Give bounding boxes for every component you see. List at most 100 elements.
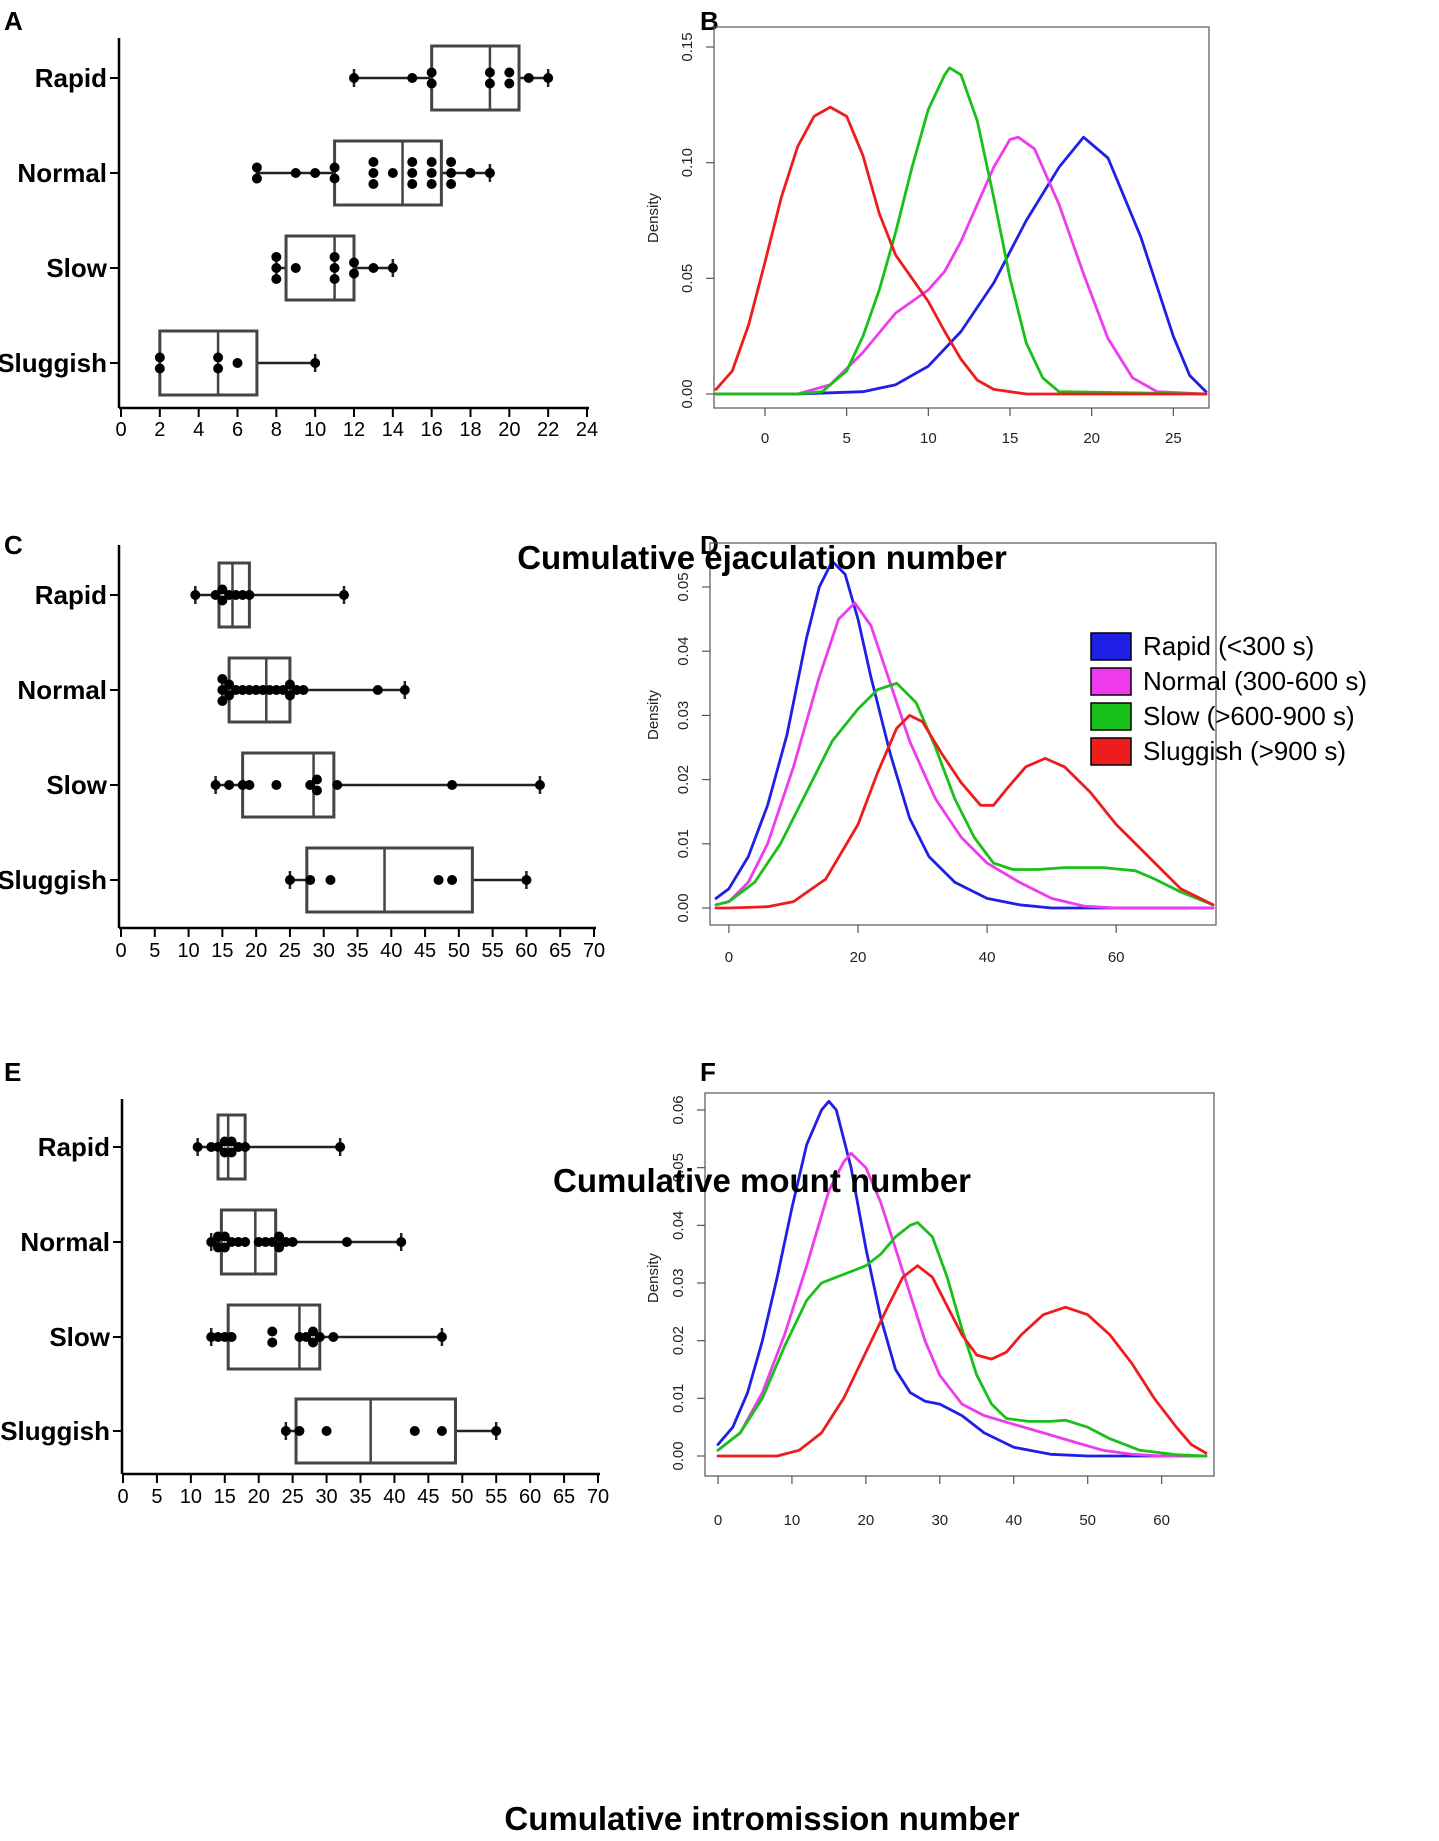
data-point [484,168,495,178]
y-axis-label: Density [645,192,662,243]
legend-swatch-normal [1090,667,1132,696]
box-sluggish [158,329,259,397]
x-tick-label: 5 [842,430,850,447]
data-point [224,780,235,790]
panel-a-box-plot: A0 2 4 6 8 10 12 14 16 18 20 22 24RapidNormalSlowSlu… [0,6,598,441]
category-label-rapid: Rapid [35,580,107,610]
data-point [349,73,359,83]
x-tick-label: 50 [1079,1512,1096,1529]
panel-letter: E [4,1057,21,1087]
data-point [426,78,437,89]
data-point [290,168,301,178]
x-tick-label: 50 [451,1486,473,1508]
data-point [308,1326,318,1337]
legend-label-rapid: Rapid (<300 s) [1143,631,1314,661]
legend-swatch-rapid [1090,632,1132,661]
x-tick-label: 10 [920,430,937,447]
panel-e-box-plot: E 0 5 10 15 20 25 30 35 40 45 50 55 60 65 70 Rapid Normal… [0,1057,609,1508]
data-point [287,1237,298,1247]
y-tick-label: 0.03 [675,701,692,730]
y-tick-label: 0.00 [679,379,696,408]
data-point [446,168,457,178]
panel-b-density-plot: B 0 5 10 15 20 25 0.00 0.05 0.10 0.15 Density [645,6,1210,447]
data-point [213,363,224,374]
data-point [534,780,545,790]
data-point [321,1426,332,1436]
data-point [310,168,321,178]
data-point [387,263,398,273]
data-point [267,1326,278,1337]
y-axis-label: Density [645,1252,662,1303]
density-line-slow [714,681,1215,907]
category-label-normal: Normal [17,675,107,705]
y-tick-label: 0.00 [670,1441,687,1470]
box-normal [333,139,443,207]
data-point [217,696,228,706]
data-point [426,168,437,178]
data-point [465,168,476,178]
panel-d-density-plot: D 0 20 40 60 0.00 0.01 0.02 0.03 0.04 0.05 Density [645,530,1217,966]
data-point [426,67,437,78]
x-tick-label: 55 [485,1486,507,1508]
x-tick-label: 6 [232,419,243,441]
x-tick-label: 65 [549,940,571,962]
data-point [217,685,228,695]
x-tick-label: 35 [346,940,368,962]
data-point [368,157,379,167]
legend: Rapid (<300 s) Normal (300-600 s) Slow (… [1090,631,1367,766]
y-tick-label: 0.06 [670,1095,687,1124]
data-point [213,352,224,363]
data-point [310,358,321,368]
data-point [271,780,282,790]
data-point [305,875,316,885]
x-tick-label: 16 [421,419,443,441]
category-label-sluggish: Sluggish [0,348,107,378]
data-point [328,1332,339,1342]
data-point [433,875,444,885]
data-point [244,780,255,790]
x-tick-label: 55 [482,940,504,962]
data-point [523,73,534,83]
x-tick-label: 45 [414,940,436,962]
x-tick-label: 0 [761,430,769,447]
category-label-sluggish: Sluggish [0,1416,110,1446]
legend-swatch-sluggish [1090,737,1132,766]
data-point [244,590,255,600]
x-tick-label: 60 [519,1486,541,1508]
data-point [280,1426,291,1436]
plot-frame [713,26,1210,409]
data-point [335,1142,346,1152]
data-point [213,1142,223,1152]
panel-letter: B [700,6,719,36]
y-tick-label: 0.01 [670,1384,687,1413]
x-tick-label: 15 [1002,430,1019,447]
data-point [387,168,398,178]
y-tick-label: 0.01 [675,829,692,858]
data-point [294,1426,305,1436]
panel-letter: A [4,6,23,36]
data-point [226,1332,237,1342]
data-point [329,173,340,184]
data-point [305,780,316,790]
panel-c-box-plot: C 0 5 10 15 20 25 30 35 40 45 50 55 60 65 70 Rapid Normal… [0,530,605,962]
y-tick-label: 0.04 [670,1211,687,1240]
data-point [311,774,322,785]
data-point [338,590,349,600]
data-point [284,690,295,701]
data-point [284,875,295,885]
x-tick-label: 4 [193,419,204,441]
density-line-normal [716,1151,1208,1458]
x-tick-label: 20 [1083,430,1100,447]
data-point [251,162,262,173]
data-point [368,168,379,178]
x-tick-label: 70 [583,940,605,962]
data-point [219,1242,230,1253]
data-point [407,157,418,167]
data-point [240,1237,251,1247]
y-tick-label: 0.02 [670,1326,687,1355]
x-tick-label: 18 [459,419,481,441]
data-point [210,780,221,790]
data-point [290,263,301,273]
density-line-sluggish [714,105,1208,396]
